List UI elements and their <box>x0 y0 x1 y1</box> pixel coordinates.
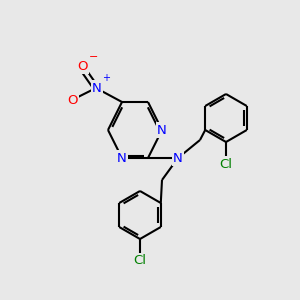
Text: N: N <box>157 124 167 136</box>
Text: O: O <box>67 94 77 106</box>
Text: Cl: Cl <box>134 254 146 268</box>
Text: −: − <box>89 52 98 62</box>
Text: Cl: Cl <box>220 158 232 170</box>
Text: +: + <box>102 73 110 83</box>
Text: N: N <box>173 152 183 164</box>
Text: N: N <box>117 152 127 164</box>
Text: O: O <box>77 59 87 73</box>
Text: N: N <box>92 82 102 94</box>
